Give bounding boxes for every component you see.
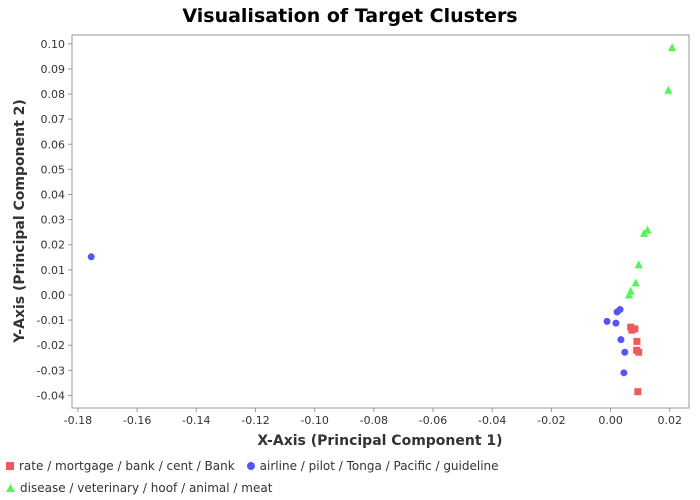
y-tick-label: -0.02 [37, 339, 65, 352]
circle-point [616, 306, 624, 314]
y-tick-label: -0.03 [37, 364, 65, 377]
data-points [87, 43, 677, 396]
circle-point [620, 369, 628, 377]
triangle-point [643, 225, 652, 234]
y-axis-label: Y-Axis (Principal Component 2) [12, 99, 28, 344]
triangle-point [631, 278, 640, 287]
circle-point [617, 336, 625, 344]
circle-point [87, 253, 95, 261]
y-tick-label: 0.09 [41, 63, 66, 76]
square-point [635, 348, 643, 356]
y-tick-label: 0.00 [41, 289, 66, 302]
y-axis-ticks: -0.04 -0.03 -0.02 -0.01 0.00 0.01 0.02 0.03 0.04… [37, 38, 72, 402]
y-tick-label: -0.04 [37, 389, 65, 402]
triangle-point [664, 85, 673, 94]
legend-label-disease: disease / veterinary / hoof / animal / m… [20, 481, 273, 495]
x-tick-label: 0.02 [658, 414, 683, 427]
circle-point [612, 319, 620, 327]
x-tick-label: -0.04 [478, 414, 506, 427]
y-tick-label: -0.01 [37, 314, 65, 327]
legend-label-airline: airline / pilot / Tonga / Pacific / guid… [259, 459, 499, 473]
legend-entry-disease: disease / veterinary / hoof / animal / m… [6, 481, 272, 495]
triangle-point [640, 228, 649, 237]
plot-area [71, 34, 690, 409]
y-tick-label: 0.03 [41, 214, 66, 227]
y-tick-label: 0.10 [41, 38, 66, 51]
circle-point [603, 317, 611, 325]
x-tick-label: -0.18 [64, 414, 92, 427]
square-point [634, 388, 642, 396]
chart-title: Visualisation of Target Clusters [182, 5, 517, 27]
square-point [633, 337, 641, 345]
x-tick-label: -0.02 [537, 414, 565, 427]
circle-marker-icon [246, 462, 255, 470]
y-tick-label: 0.01 [41, 264, 66, 277]
triangle-point [668, 43, 677, 52]
legend-entry-rate: rate / mortgage / bank / cent / Bank [6, 459, 235, 473]
y-tick-label: 0.07 [41, 113, 66, 126]
legend-row-2: disease / veterinary / hoof / animal / m… [6, 481, 284, 495]
x-tick-label: -0.08 [360, 414, 388, 427]
x-tick-label: -0.16 [123, 414, 151, 427]
legend-row-1: rate / mortgage / bank / cent / Bank air… [6, 459, 511, 473]
x-axis-label: X-Axis (Principal Component 1) [257, 433, 502, 449]
triangle-point [634, 260, 643, 269]
circle-point [621, 348, 629, 356]
legend-entry-airline: airline / pilot / Tonga / Pacific / guid… [246, 459, 499, 473]
legend-label-rate: rate / mortgage / bank / cent / Bank [19, 459, 235, 473]
x-tick-label: -0.12 [241, 414, 269, 427]
x-tick-label: -0.14 [182, 414, 210, 427]
x-tick-label: -0.06 [419, 414, 447, 427]
x-tick-label: 0.00 [598, 414, 623, 427]
triangle-point [624, 290, 633, 299]
triangle-marker-icon [6, 484, 15, 492]
y-tick-label: 0.06 [41, 138, 66, 151]
square-marker-icon [6, 462, 14, 470]
x-tick-label: -0.10 [300, 414, 328, 427]
y-tick-label: 0.04 [41, 188, 66, 201]
square-point [631, 325, 639, 333]
y-tick-label: 0.02 [41, 239, 66, 252]
y-tick-label: 0.05 [41, 163, 66, 176]
y-tick-label: 0.08 [41, 88, 66, 101]
x-axis-ticks: -0.18 -0.16 -0.14 -0.12 -0.10 -0.08 -0.06 -0.04… [64, 408, 682, 427]
